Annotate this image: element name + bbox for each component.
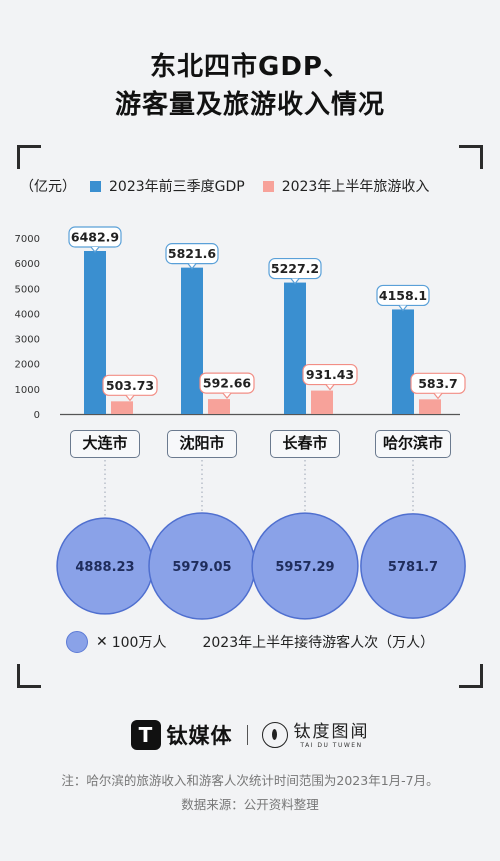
value-label-box xyxy=(410,372,466,394)
corner-bracket-bottom-left xyxy=(17,664,41,688)
legend-item-gdp: 2023年前三季度GDP xyxy=(90,176,245,196)
value-label-pointer xyxy=(433,392,443,400)
bubble-legend: ✕ 100万人 2023年上半年接待游客人次（万人） xyxy=(66,631,434,653)
gdp-bar xyxy=(392,309,414,414)
taidu-tuwen-logo: 钛度图闻 TAI DU TUWEN xyxy=(261,722,370,749)
tourism-bar xyxy=(419,399,441,414)
city-label: 大连市 xyxy=(70,430,140,458)
y-tick-label: 6000 xyxy=(15,259,40,270)
gdp-bar xyxy=(84,251,106,414)
bubble-legend-times: ✕ xyxy=(96,634,108,650)
taimeiti-logo-text: 钛媒体 xyxy=(166,724,233,748)
bar-chart: 0 1000 2000 3000 4000 5000 6000 7000 6482.9 5821.… xyxy=(15,226,466,421)
brand-divider xyxy=(246,725,248,745)
y-tick-label: 7000 xyxy=(15,234,40,245)
value-label-pointer xyxy=(187,263,197,270)
tourism-value-label: 931.43 xyxy=(306,367,354,382)
tourism-value-label: 503.73 xyxy=(106,378,154,393)
corner-bracket-top-left xyxy=(17,145,41,169)
corner-bracket-top-right xyxy=(459,145,483,169)
visitor-value-label: 5957.29 xyxy=(275,560,334,575)
visitor-value-label: 5781.7 xyxy=(388,560,438,575)
visitor-value-label: 5979.05 xyxy=(172,560,231,575)
y-tick-label: 1000 xyxy=(15,385,40,396)
value-label-box xyxy=(199,372,255,394)
taimeiti-logo-icon: T xyxy=(130,720,161,750)
y-tick-label: 5000 xyxy=(15,284,40,295)
taidu-tuwen-cn: 钛度图闻 xyxy=(293,721,370,742)
value-label-box xyxy=(268,257,322,280)
visitor-value-label: 4888.23 xyxy=(75,560,134,575)
city-label: 沈阳市 xyxy=(167,430,237,458)
legend-item-tourism: 2023年上半年旅游收入 xyxy=(262,176,430,196)
data-source: 数据来源：公开资料整理 xyxy=(181,797,319,812)
legend-label-gdp: 2023年前三季度GDP xyxy=(109,179,245,195)
taidu-tuwen-en: TAI DU TUWEN xyxy=(300,741,363,749)
visitor-bubbles: 4888.23 5979.05 5957.29 5781.7 xyxy=(56,460,466,620)
city-label: 哈尔滨市 xyxy=(375,430,451,458)
eye-icon xyxy=(261,722,288,748)
y-tick-label: 0 xyxy=(34,410,40,421)
tourism-value-label: 583.7 xyxy=(418,376,458,391)
visitor-bubble xyxy=(251,512,359,620)
city-label: 长春市 xyxy=(270,430,340,458)
legend-swatch-gdp xyxy=(90,180,101,192)
tourism-bar xyxy=(311,390,333,414)
bubble-legend-description: 2023年上半年接待游客人次（万人） xyxy=(202,635,435,651)
y-tick-label: 4000 xyxy=(15,309,40,320)
gdp-value-label: 4158.1 xyxy=(379,288,427,303)
gdp-bar xyxy=(284,282,306,414)
legend-label-tourism: 2023年上半年旅游收入 xyxy=(281,179,430,195)
gdp-value-label: 5227.2 xyxy=(271,261,319,276)
chart-title-line2: 游客量及旅游收入情况 xyxy=(114,90,385,120)
gdp-bar xyxy=(181,267,203,414)
footnote: 注：哈尔滨的旅游收入和游客人次统计时间范围为2023年1月-7月。 xyxy=(61,773,439,788)
gdp-value-label: 5821.6 xyxy=(168,246,217,261)
value-label-box xyxy=(102,374,158,396)
legend: （亿元） 2023年前三季度GDP 2023年上半年旅游收入 xyxy=(20,176,447,196)
visitor-bubble xyxy=(360,513,466,619)
taidu-tuwen-text: 钛度图闻 TAI DU TUWEN xyxy=(294,722,370,749)
value-label-pointer xyxy=(398,305,408,312)
chart-title: 东北四市GDP、 游客量及旅游收入情况 xyxy=(0,48,500,124)
gdp-value-label: 6482.9 xyxy=(71,230,119,245)
value-label-pointer xyxy=(325,384,335,391)
corner-bracket-bottom-right xyxy=(459,664,483,688)
value-label-pointer xyxy=(125,394,135,402)
tourism-bar xyxy=(111,401,133,414)
legend-swatch-tourism xyxy=(262,180,274,192)
value-label-pointer xyxy=(90,246,100,253)
y-unit-label: （亿元） xyxy=(20,179,76,195)
taimeiti-logo: T 钛媒体 xyxy=(130,720,233,750)
value-label-pointer xyxy=(290,278,300,285)
bubble-legend-circle xyxy=(66,631,88,653)
brand-bar: T 钛媒体 钛度图闻 TAI DU TUWEN xyxy=(0,720,500,750)
value-label-pointer xyxy=(222,392,232,400)
value-label-box xyxy=(302,363,358,386)
y-tick-label: 3000 xyxy=(15,335,40,346)
y-tick-label: 2000 xyxy=(15,360,40,371)
chart-title-line1: 东北四市GDP、 xyxy=(150,52,350,82)
tourism-value-label: 592.66 xyxy=(203,376,252,391)
bubble-legend-scale: 100万人 xyxy=(111,635,167,651)
tourism-bar xyxy=(208,399,230,414)
